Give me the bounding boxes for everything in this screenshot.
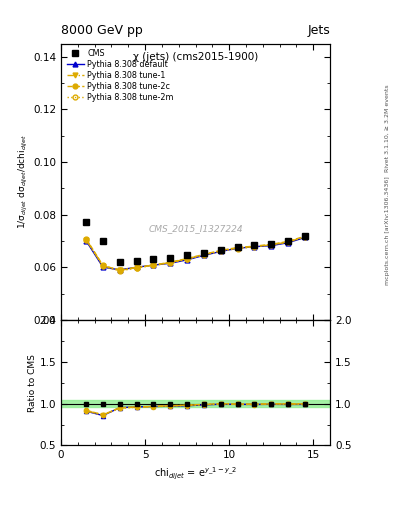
Text: Jets: Jets xyxy=(307,24,330,37)
Y-axis label: Ratio to CMS: Ratio to CMS xyxy=(28,354,37,412)
Text: mcplots.cern.ch [arXiv:1306.3436]: mcplots.cern.ch [arXiv:1306.3436] xyxy=(385,176,389,285)
Legend: CMS, Pythia 8.308 default, Pythia 8.308 tune-1, Pythia 8.308 tune-2c, Pythia 8.3: CMS, Pythia 8.308 default, Pythia 8.308 … xyxy=(65,48,176,104)
Text: 8000 GeV pp: 8000 GeV pp xyxy=(61,24,143,37)
Text: CMS_2015_I1327224: CMS_2015_I1327224 xyxy=(148,224,243,233)
Text: Rivet 3.1.10, ≥ 3.2M events: Rivet 3.1.10, ≥ 3.2M events xyxy=(385,84,389,172)
Y-axis label: 1/σ$_{dijet}$ dσ$_{dijet}$/dchi$_{dijet}$: 1/σ$_{dijet}$ dσ$_{dijet}$/dchi$_{dijet}… xyxy=(17,134,30,229)
Text: χ (jets) (cms2015-1900): χ (jets) (cms2015-1900) xyxy=(133,52,258,62)
X-axis label: chi$_{dijet}$ = e$^{y\_1-y\_2}$: chi$_{dijet}$ = e$^{y\_1-y\_2}$ xyxy=(154,466,237,482)
Bar xyxy=(61,400,330,407)
